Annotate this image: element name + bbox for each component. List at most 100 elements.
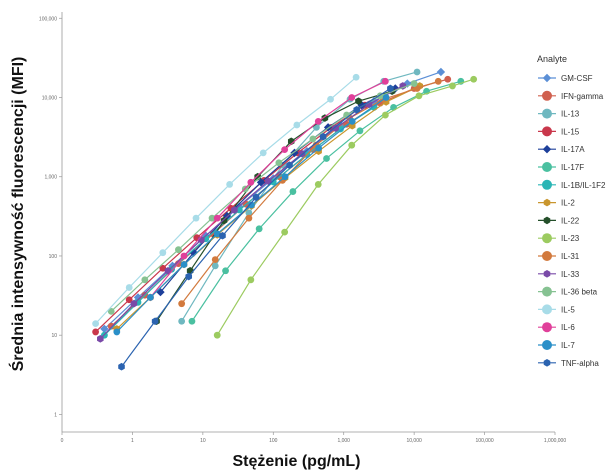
series-il-22	[153, 87, 396, 326]
data-point	[247, 178, 255, 186]
series-il-17a	[156, 84, 400, 297]
data-point	[353, 105, 361, 114]
series-il-7	[113, 94, 390, 336]
legend-label: IL-23	[561, 234, 580, 243]
data-point	[281, 146, 289, 154]
data-point	[213, 331, 221, 339]
legend-label: IL-2	[561, 199, 575, 208]
x-tick-label: 10	[200, 438, 206, 444]
x-tick-label: 100	[269, 438, 278, 444]
data-point	[382, 94, 390, 101]
series-il-1b-il-1f2	[101, 104, 378, 339]
legend-item: IL-6	[538, 322, 575, 333]
y-tick-label: 10	[51, 333, 57, 339]
data-point	[192, 214, 200, 222]
legend-item: IL-17F	[538, 162, 584, 172]
data-point	[180, 252, 188, 260]
legend-marker	[543, 216, 551, 225]
data-point	[323, 155, 330, 162]
y-axis-ticks: 1 10 100 1,000 10,000 100,000	[39, 16, 62, 418]
legend-marker	[542, 340, 552, 350]
series-line	[103, 106, 375, 336]
legend-item: IL-7	[538, 340, 575, 350]
data-point	[92, 320, 100, 328]
data-point	[327, 95, 334, 103]
data-point	[410, 80, 418, 87]
data-point	[211, 256, 219, 263]
legend-label: IL-17F	[561, 163, 584, 172]
legend-label: IFN-gamma	[561, 92, 604, 101]
data-point	[118, 362, 125, 371]
data-point	[245, 214, 253, 222]
data-point	[185, 272, 193, 281]
legend-marker	[543, 359, 551, 367]
series-line	[103, 71, 442, 330]
data-point	[178, 300, 186, 308]
data-point	[100, 324, 109, 334]
data-point	[256, 178, 266, 187]
legend-item: IL-22	[538, 216, 580, 225]
data-point	[348, 117, 356, 125]
legend-marker	[542, 322, 552, 333]
legend-item: IL-13	[538, 108, 580, 119]
data-point	[413, 85, 421, 92]
data-point	[434, 77, 442, 85]
data-point	[315, 144, 323, 152]
x-tick-label: 1,000,000	[544, 438, 566, 444]
data-point	[130, 299, 138, 308]
legend-label: IL-13	[561, 110, 580, 119]
data-point	[309, 135, 317, 143]
legend-label: IL-33	[561, 270, 580, 279]
legend-marker	[542, 90, 552, 101]
data-point	[413, 68, 421, 76]
legend-item: IL-23	[538, 233, 580, 244]
legend-item: IL-2	[538, 199, 575, 208]
legend-label: IL-7	[561, 341, 575, 350]
series-line	[99, 85, 404, 340]
data-point	[248, 201, 255, 209]
y-tick-label: 100,000	[39, 16, 57, 22]
series-il-36-beta	[107, 80, 418, 315]
legend-label: IL-6	[561, 323, 575, 332]
legend-marker	[542, 233, 552, 244]
data-point	[281, 173, 289, 181]
data-point	[159, 264, 167, 272]
legend-marker	[542, 179, 552, 190]
data-point	[164, 266, 172, 275]
data-point	[436, 67, 446, 77]
data-point	[319, 132, 327, 141]
legend-item: IL-33	[538, 270, 580, 279]
data-point	[387, 84, 394, 93]
legend-item: GM-CSF	[538, 73, 593, 83]
data-point	[220, 216, 228, 225]
data-point	[107, 322, 115, 330]
legend-marker	[542, 145, 552, 154]
data-point	[314, 181, 322, 188]
legend-marker	[543, 198, 551, 207]
data-point	[235, 206, 243, 214]
series-line	[156, 90, 393, 322]
data-point	[293, 121, 301, 129]
data-point	[265, 177, 272, 185]
series-line	[95, 76, 357, 325]
x-tick-label: 10,000	[406, 438, 422, 444]
series-il-31	[178, 77, 442, 308]
legend-label: IL-1B/IL-1F2	[561, 181, 606, 190]
legend-item: IL-15	[538, 126, 580, 137]
y-tick-label: 1	[54, 412, 57, 418]
data-point	[175, 246, 182, 254]
legend-item: IL-5	[538, 304, 575, 315]
data-point	[255, 225, 263, 233]
y-tick-label: 100	[49, 254, 58, 260]
series-line	[121, 87, 391, 368]
data-point	[159, 249, 167, 257]
data-point	[178, 317, 186, 325]
legend-label: IL-22	[561, 216, 580, 225]
x-tick-label: 0	[61, 438, 64, 444]
data-point	[180, 261, 188, 268]
legend-label: GM-CSF	[561, 74, 593, 83]
data-point	[226, 181, 234, 188]
plot-area: 0 1 10 100 1,000 10,000 100,000 1,000,000 1 10 10…	[39, 12, 566, 444]
x-tick-label: 1	[131, 438, 134, 444]
